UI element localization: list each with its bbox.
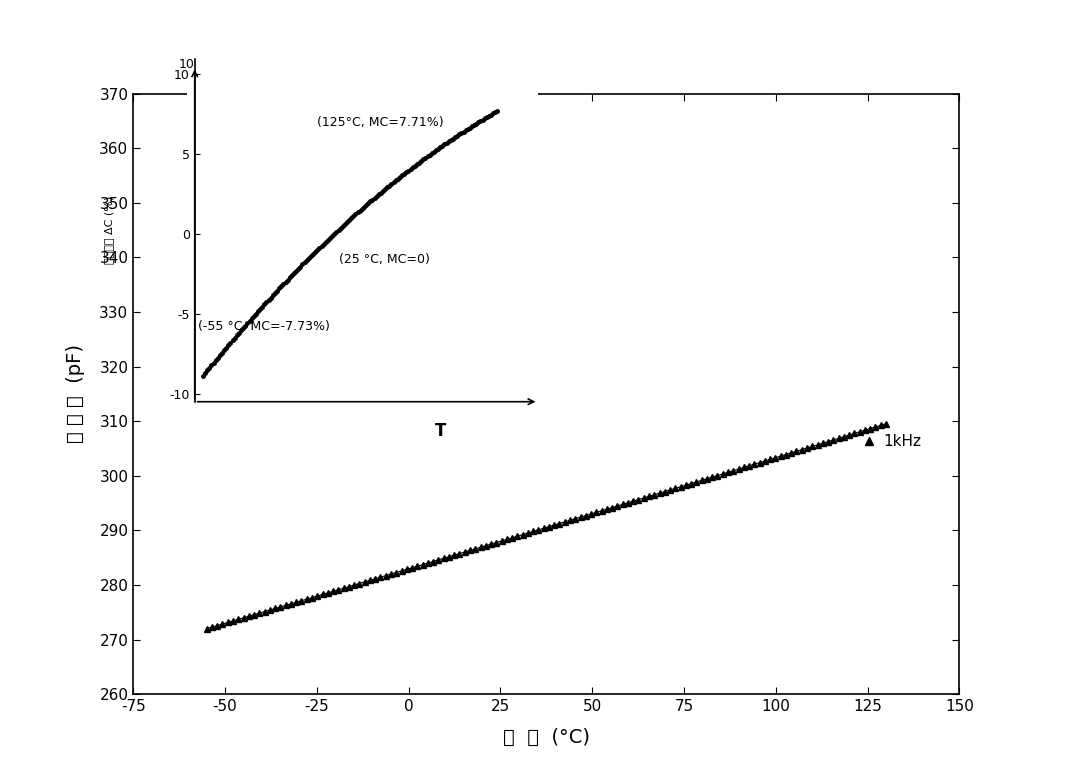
Text: (25 °C, ΜC=0): (25 °C, ΜC=0) <box>339 253 430 266</box>
Text: 10: 10 <box>179 58 195 71</box>
X-axis label: 温  度  (°C): 温 度 (°C) <box>503 728 589 747</box>
Text: T: T <box>435 423 446 441</box>
Text: (125°C, ΜC=7.71%): (125°C, ΜC=7.71%) <box>318 115 445 129</box>
Text: 容变化率 ΔC (%): 容变化率 ΔC (%) <box>104 196 114 264</box>
Y-axis label: 电 容 量  (pF): 电 容 量 (pF) <box>66 345 85 443</box>
Legend: 1kHz: 1kHz <box>857 428 927 456</box>
Text: (-55 °C, ΜC=-7.73%): (-55 °C, ΜC=-7.73%) <box>198 320 329 333</box>
